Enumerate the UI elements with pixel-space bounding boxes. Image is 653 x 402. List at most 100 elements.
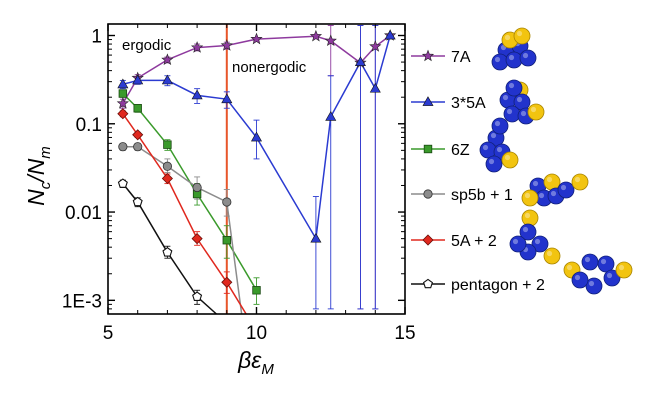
cluster-5-atom	[615, 261, 633, 279]
data-point-3-5a	[221, 93, 233, 104]
cluster-2-atom	[491, 117, 509, 135]
cluster-1-atom-highlight	[520, 110, 527, 117]
cluster-5-atom-highlight	[600, 258, 607, 265]
legend-marker-6z	[423, 144, 433, 154]
cluster-4-atom	[521, 209, 539, 227]
data-point-3-5a	[132, 74, 144, 85]
cluster-4-atom-highlight	[524, 212, 531, 219]
data-point-3-5a	[117, 78, 129, 89]
y-axis-label: Nc/Nm	[23, 146, 54, 206]
x-tick-label-10: 10	[246, 323, 267, 344]
data-point-6z	[118, 89, 128, 98]
cluster-3-atom-highlight	[524, 192, 531, 199]
legend-marker-sp5b-1	[423, 189, 433, 199]
cluster-0-atom-highlight	[494, 56, 501, 63]
data-point-3-5a	[310, 232, 322, 243]
data-point-7a	[116, 97, 129, 109]
cluster-3-atom	[571, 173, 589, 191]
cluster-5-atom-highlight	[588, 280, 595, 287]
cluster-2-atom-highlight	[490, 132, 497, 139]
legend-marker-5a-2	[422, 234, 434, 246]
legend: 7A 3*5A 6Z sp5b + 1 5A + 2 pentagon + 2	[411, 49, 545, 294]
cluster-0-atom	[491, 53, 509, 71]
cluster-3-atom-highlight	[550, 190, 557, 197]
cluster-4-atom	[509, 235, 527, 253]
data-point-6z	[133, 104, 142, 113]
cluster-1-atom-highlight	[502, 94, 509, 101]
cluster-3-atom	[543, 173, 561, 191]
data-point-5a-2	[221, 276, 233, 288]
cluster-5-atom-highlight	[618, 264, 625, 271]
y-tick-label: 0.1	[76, 115, 102, 136]
data-point-sp5b-1	[192, 182, 202, 193]
legend-label-3-5a: 3*5A	[451, 95, 486, 112]
cluster-1-atom-highlight	[506, 108, 513, 115]
cluster-5-atom	[571, 271, 589, 289]
cluster-1-atom-highlight	[530, 106, 537, 113]
data-point-7a	[250, 32, 263, 45]
cluster-3-atom-highlight	[560, 184, 567, 191]
cluster-4-atom-highlight	[522, 226, 529, 233]
data-point-7a	[309, 29, 323, 42]
legend-marker-7a	[421, 49, 435, 62]
cluster-2-atom-highlight	[496, 146, 503, 153]
cluster-4-atom	[519, 223, 537, 241]
data-point-5a-2	[161, 172, 173, 185]
annotation-nonergodic: nonergodic	[232, 59, 307, 76]
cluster-5-atom	[585, 277, 603, 295]
series-line-5a-2	[122, 113, 247, 315]
cluster-1-atom	[527, 103, 545, 121]
cluster-3-atom	[557, 181, 575, 199]
y-tick-label: 0.01	[65, 203, 102, 224]
cluster-3-atom-highlight	[574, 176, 581, 183]
cluster-4-atom	[543, 247, 561, 265]
cluster-3-atom-highlight	[546, 176, 553, 183]
data-point-7a	[324, 34, 337, 47]
cluster-0-atom-highlight	[522, 52, 529, 59]
data-point-3-5a	[369, 82, 381, 93]
tick-layer: 5 10 15 1E-3 0.01 0.1 1	[62, 24, 416, 344]
cluster-0-atom	[505, 51, 523, 69]
data-point-6z	[163, 140, 172, 149]
data-point-7a	[369, 40, 382, 52]
cluster-1-atom-highlight	[516, 96, 523, 103]
x-axis-label: βεM	[237, 347, 274, 378]
cluster-3-atom	[521, 189, 539, 207]
cluster-5-atom	[597, 255, 615, 273]
cluster-5-atom-highlight	[584, 256, 591, 263]
data-point-5a-2	[117, 108, 129, 120]
cluster-5-atom	[581, 253, 599, 271]
cluster-4-atom	[531, 235, 549, 253]
y-tick-label: 1E-3	[62, 291, 102, 312]
data-point-3-5a	[354, 56, 366, 66]
data-point-pentagon-2	[192, 291, 203, 301]
data-point-7a	[190, 41, 204, 53]
legend-label-sp5b-1: sp5b + 1	[451, 187, 513, 204]
data-point-pentagon-2	[117, 178, 128, 188]
data-point-5a-2	[191, 233, 203, 245]
cluster-2-atom-highlight	[482, 144, 489, 151]
cluster-0-atom-highlight	[508, 54, 515, 61]
data-point-sp5b-1	[222, 197, 232, 207]
data-point-pentagon-2	[132, 196, 143, 207]
cluster-0-atom-highlight	[516, 30, 523, 37]
cluster-2-atom	[501, 151, 519, 169]
cluster-2-atom-highlight	[504, 154, 511, 161]
cluster-4-atom-highlight	[512, 238, 519, 245]
cluster-5-atom-highlight	[574, 274, 581, 281]
x-tick-label-5: 5	[103, 323, 114, 344]
cluster-illustrations	[479, 27, 633, 295]
cluster-2-atom-highlight	[488, 158, 495, 165]
cluster-1-atom	[505, 79, 523, 97]
cluster-5-atom-highlight	[606, 272, 613, 279]
marker-layer	[116, 29, 397, 301]
cluster-2-atom	[485, 155, 503, 173]
legend-label-5a-2: 5A + 2	[451, 233, 497, 250]
cluster-2-atom-highlight	[494, 120, 501, 127]
data-point-sp5b-1	[118, 142, 128, 152]
data-point-5a-2	[132, 129, 144, 141]
data-point-3-5a	[161, 74, 173, 85]
legend-label-6z: 6Z	[451, 142, 470, 159]
data-point-3-5a	[250, 131, 263, 142]
